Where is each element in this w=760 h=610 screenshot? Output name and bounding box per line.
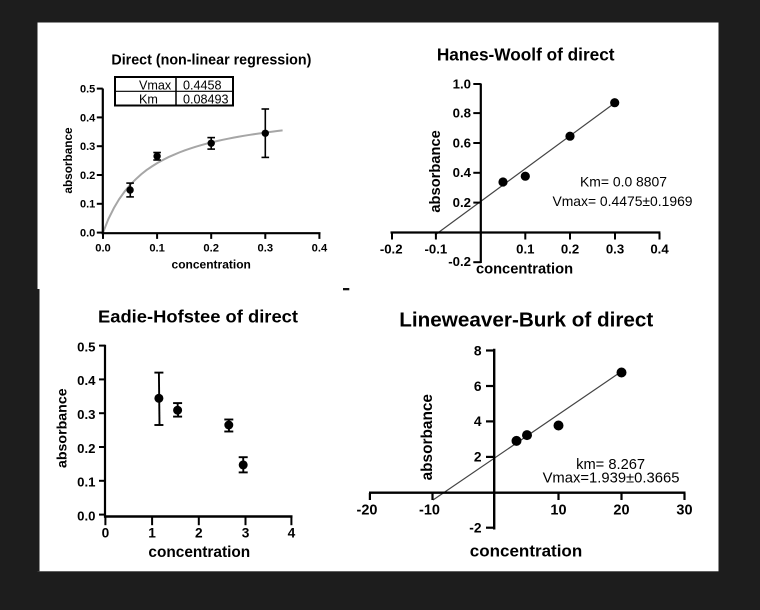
svg-text:absorbance: absorbance [419,394,436,481]
svg-text:0.3: 0.3 [80,141,95,153]
svg-text:0.1: 0.1 [149,243,165,255]
svg-text:-0.2: -0.2 [380,241,403,256]
svg-text:8: 8 [474,343,482,358]
svg-text:0.2: 0.2 [561,241,579,256]
svg-text:4: 4 [474,414,482,429]
svg-text:Vmax: Vmax [139,78,172,92]
svg-text:0.1: 0.1 [516,241,534,256]
svg-text:0.5: 0.5 [77,339,95,354]
svg-text:-0.1: -0.1 [425,241,448,256]
svg-text:6: 6 [474,379,482,394]
svg-text:-0.2: -0.2 [448,254,471,269]
svg-text:30: 30 [676,503,692,519]
svg-text:Direct (non-linear regression): Direct (non-linear regression) [111,53,311,69]
svg-text:0.3: 0.3 [77,407,95,422]
svg-text:2: 2 [474,450,482,465]
svg-text:0.0: 0.0 [77,508,95,523]
svg-text:0.2: 0.2 [77,441,95,456]
svg-text:0.4: 0.4 [453,165,472,180]
svg-text:0.3: 0.3 [258,243,274,255]
svg-text:4: 4 [288,526,296,541]
svg-text:0.3: 0.3 [606,241,624,256]
svg-text:Vmax=1.939±0.3665: Vmax=1.939±0.3665 [543,471,680,487]
svg-text:0.4: 0.4 [312,243,328,255]
svg-text:absorbance: absorbance [61,127,75,194]
svg-text:Km= 0.0 8807: Km= 0.0 8807 [580,174,667,190]
svg-text:0.8: 0.8 [453,106,471,121]
svg-text:1.0: 1.0 [453,76,471,91]
svg-text:Eadie-Hofstee of direct: Eadie-Hofstee of direct [98,307,298,327]
svg-text:concentration: concentration [476,261,573,277]
svg-text:Hanes-Woolf of direct: Hanes-Woolf of direct [437,44,615,64]
svg-text:10: 10 [550,503,566,519]
svg-text:km= 8.267: km= 8.267 [576,457,645,473]
svg-text:-10: -10 [419,503,440,519]
svg-text:0.2: 0.2 [453,195,471,210]
svg-text:concentration: concentration [470,542,582,561]
svg-text:2: 2 [195,526,203,541]
svg-text:0.2: 0.2 [80,170,95,182]
svg-text:0.08493: 0.08493 [183,93,229,107]
svg-text:concentration: concentration [148,544,250,561]
svg-text:3: 3 [242,526,250,541]
svg-text:0.4: 0.4 [650,241,669,256]
svg-text:0.6: 0.6 [453,135,471,150]
svg-text:-20: -20 [357,503,378,519]
svg-text:0.4458: 0.4458 [183,78,222,92]
svg-text:absorbance: absorbance [54,388,70,468]
svg-text:0.4: 0.4 [80,112,96,124]
svg-text:1: 1 [148,526,156,541]
svg-text:Vmax= 0.4475±0.1969: Vmax= 0.4475±0.1969 [552,193,692,209]
svg-text:0: 0 [102,526,110,541]
svg-text:0.4: 0.4 [77,373,96,388]
svg-text:0.1: 0.1 [80,199,95,211]
svg-text:0.0: 0.0 [80,228,95,240]
svg-text:0.2: 0.2 [203,243,219,255]
svg-text:Lineweaver-Burk of direct: Lineweaver-Burk of direct [399,310,653,332]
svg-text:Km: Km [139,93,158,107]
svg-text:0.0: 0.0 [95,243,111,255]
svg-text:-2: -2 [469,521,482,536]
svg-text:0.1: 0.1 [77,475,95,490]
svg-text:0.5: 0.5 [80,84,95,96]
svg-text:20: 20 [613,503,629,519]
svg-text:concentration: concentration [172,257,251,271]
svg-text:absorbance: absorbance [428,130,444,212]
